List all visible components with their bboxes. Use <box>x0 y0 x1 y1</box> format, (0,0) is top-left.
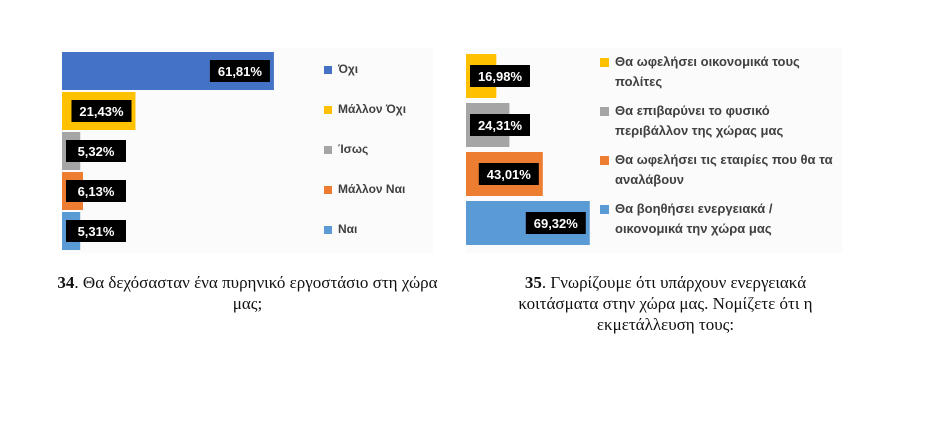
legend-swatch <box>600 204 609 214</box>
legend-item-35-2: Θα ωφελήσει τις εταιρίες που θα τα αναλά… <box>600 150 840 190</box>
legend-swatch <box>324 65 332 74</box>
legend-label: Θα επιβαρύνει το φυσικό περιβάλλον της χ… <box>615 103 784 138</box>
legend-label: Θα ωφελήσει οικονομικά τους πολίτες <box>615 54 800 89</box>
legend-label: Μάλλον Όχι <box>338 102 407 116</box>
data-label-34-1: 21,43% <box>79 104 124 119</box>
caption-35-text: . Γνωρίζουμε ότι υπάρχουν ενεργειακά κοι… <box>518 273 813 334</box>
data-label-box-35-3 <box>525 212 586 234</box>
data-label-box-34-0 <box>209 60 270 82</box>
legend-label: Θα βοηθήσει ενεργειακά / οικονομικά την … <box>615 201 773 236</box>
data-label-box-34-2 <box>66 140 126 162</box>
legend-swatch <box>324 225 332 234</box>
legend-label: Ίσως <box>338 142 369 156</box>
caption-35-number: 35 <box>524 273 542 292</box>
legend-item-35-1: Θα επιβαρύνει το φυσικό περιβάλλον της χ… <box>600 101 840 141</box>
legend-swatch <box>324 105 332 114</box>
legend-swatch <box>324 185 332 194</box>
legend-swatch <box>600 57 609 67</box>
data-label-box-35-1 <box>470 114 530 136</box>
legend-label: Όχι <box>338 62 359 76</box>
legend-swatch <box>600 155 609 165</box>
chart-34-caption: 34. Θα δεχόσασταν ένα πυρηνικό εργοστάσι… <box>55 272 440 314</box>
data-label-box-35-2 <box>478 163 539 185</box>
data-label-35-0: 16,98% <box>478 69 523 84</box>
data-label-35-1: 24,31% <box>478 118 523 133</box>
legend-swatch <box>324 145 332 154</box>
data-label-box-34-4 <box>66 220 126 242</box>
data-label-34-2: 5,32% <box>78 144 115 159</box>
legend-item-34-4: Ναι <box>324 220 432 239</box>
legend-item-35-0: Θα ωφελήσει οικονομικά τους πολίτες <box>600 52 840 92</box>
chart-35-plot: 16,98% 24,31% 43,01% 69,32% <box>466 54 590 245</box>
legend-label: Θα ωφελήσει τις εταιρίες που θα τα αναλά… <box>615 152 833 187</box>
caption-34-number: 34 <box>57 273 75 292</box>
chart-34-panel: 61,81% 21,43% 5,32% 6,13% 5,31% Όχι Μάλλον Όχ… <box>62 48 433 253</box>
data-label-box-34-1 <box>71 100 132 122</box>
legend-swatch <box>600 106 609 116</box>
legend-item-34-3: Μάλλον Ναι <box>324 180 432 199</box>
legend-item-34-1: Μάλλον Όχι <box>324 100 432 119</box>
chart-35-panel: 16,98% 24,31% 43,01% 69,32% Θα ωφελήσει οικ… <box>466 48 842 253</box>
data-label-34-4: 5,31% <box>78 224 115 239</box>
data-label-box-35-0 <box>470 65 530 87</box>
data-label-34-3: 6,13% <box>78 184 115 199</box>
legend-item-34-0: Όχι <box>324 60 432 79</box>
data-label-box-34-3 <box>66 180 126 202</box>
legend-item-35-3: Θα βοηθήσει ενεργειακά / οικονομικά την … <box>600 199 840 239</box>
data-label-35-3: 69,32% <box>534 216 579 231</box>
caption-34-text: . Θα δεχόσασταν ένα πυρηνικό εργοστάσιο … <box>74 273 438 313</box>
data-label-35-2: 43,01% <box>487 167 532 182</box>
legend-label: Μάλλον Ναι <box>338 182 406 196</box>
legend-item-34-2: Ίσως <box>324 140 432 159</box>
data-label-34-0: 61,81% <box>218 64 263 79</box>
legend-label: Ναι <box>338 222 358 236</box>
chart-34-plot: 61,81% 21,43% 5,32% 6,13% 5,31% <box>62 52 274 250</box>
chart-35-caption: 35. Γνωρίζουμε ότι υπάρχουν ενεργειακά κ… <box>488 272 843 335</box>
